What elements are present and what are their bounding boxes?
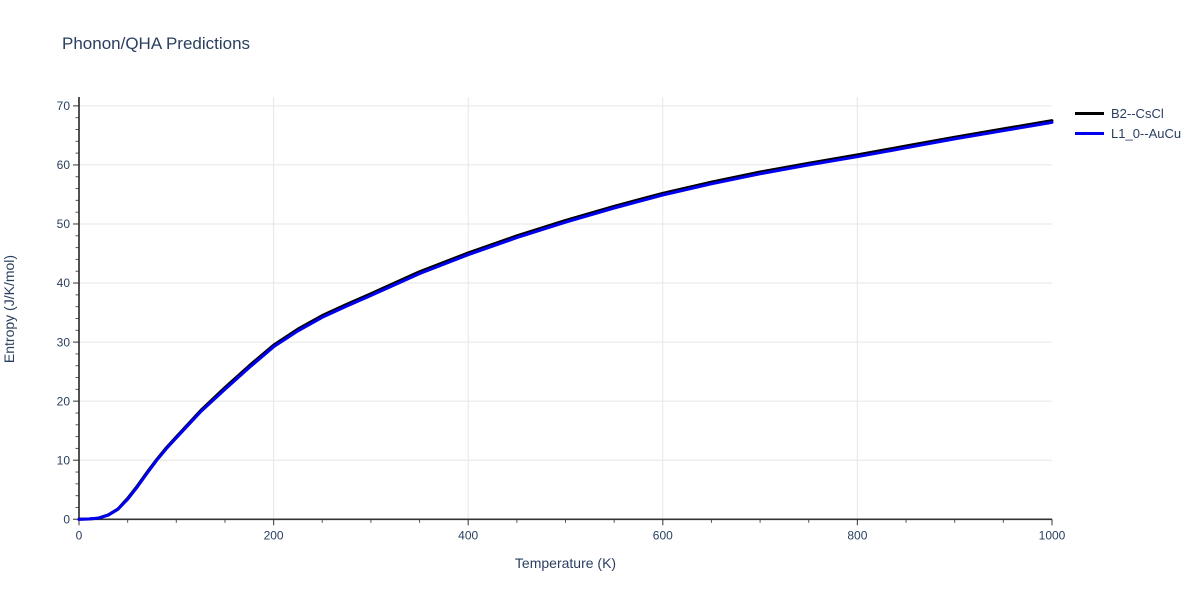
- x-tick-label: 0: [76, 528, 83, 542]
- x-tick-label: 800: [847, 528, 867, 542]
- y-tick-label: 0: [63, 513, 70, 527]
- y-tick-label: 60: [57, 158, 71, 172]
- legend-label: B2--CsCl: [1111, 105, 1164, 121]
- legend-item-l1-0-aucu[interactable]: L1_0--AuCu: [1075, 123, 1181, 143]
- series-line-b2-cscl[interactable]: [77, 119, 1054, 521]
- legend-label: L1_0--AuCu: [1111, 125, 1182, 141]
- legend-line-icon: [1075, 131, 1104, 135]
- chart-title: Phonon/QHA Predictions: [62, 34, 251, 53]
- y-tick-label: 40: [57, 276, 71, 290]
- y-tick-label: 10: [57, 453, 71, 467]
- y-tick-label: 20: [57, 394, 71, 408]
- y-tick-label: 50: [57, 217, 71, 231]
- x-axis-title: Temperature (K): [514, 555, 617, 571]
- legend-item-b2-cscl[interactable]: B2--CsCl: [1075, 103, 1181, 123]
- y-tick-label: 30: [57, 335, 71, 349]
- x-tick-label: 600: [653, 528, 673, 542]
- series-line-l1-0-aucu[interactable]: [77, 120, 1054, 521]
- x-tick-label: 200: [264, 528, 284, 542]
- y-tick-label: 70: [57, 99, 71, 113]
- legend-line-icon: [1075, 111, 1104, 115]
- x-tick-label: 1000: [1039, 528, 1066, 542]
- legend: B2--CsCl L1_0--AuCu: [1075, 103, 1181, 143]
- x-tick-label: 400: [458, 528, 478, 542]
- y-axis-title: Entropy (J/K/mol): [1, 254, 17, 364]
